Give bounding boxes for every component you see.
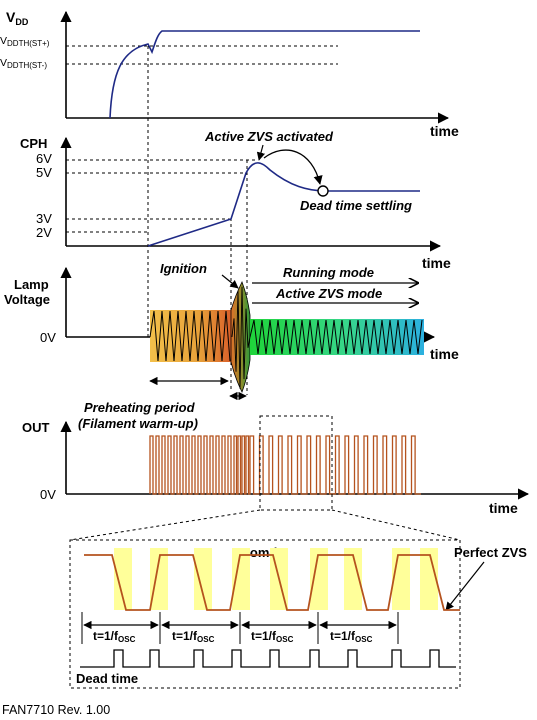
lamp-axis-label-line1: Lamp [14,277,49,292]
zoom-frame [69,539,461,689]
active-zvs-mode-label: Active ZVS mode [275,286,382,301]
period-label-sub: OSC [355,635,373,644]
period-label-3: t=1/fOSC [330,629,373,644]
footer-revision: FAN7710 Rev. 1.00 [2,703,110,717]
lamp-time-label: time [430,346,459,362]
period-label-main: t=1/f [251,629,277,643]
ignition-oscillation [231,286,251,389]
vdd-panel: VDD VDDTH(ST+) VDDTH(ST-) time [0,9,459,139]
period-label-2: t=1/fOSC [251,629,294,644]
running-mode-label: Running mode [283,265,374,280]
zvs-band-5 [310,548,328,610]
cph-curve [147,162,420,247]
out-axis-label: OUT [22,420,50,435]
period-label-sub: OSC [197,635,215,644]
zvs-band-3 [232,548,250,610]
lamp-axis-label-line2: Voltage [4,292,50,307]
cph-axis-label: CPH [20,136,47,151]
zvs-band-6 [344,548,362,610]
cph-tick-3v: 3V [36,211,52,226]
zoom-wave-path [84,554,460,611]
lamp-voltage-panel: Lamp Voltage 0V Ignition Running mode Ac… [4,261,459,431]
period-markers: t=1/fOSC t=1/fOSC t=1/fOSC t=1/fOSC [81,612,399,644]
zoom-output-waveform [84,554,460,611]
preheat-oscillation [149,310,231,362]
zoom-guide-left [69,509,261,541]
ignition-label: Ignition [160,261,207,276]
vdd-threshold-high-label: VDDTH(ST+) [0,35,50,48]
period-label-main: t=1/f [172,629,198,643]
zvs-band-2 [194,548,212,610]
dead-time-settling-label: Dead time settling [300,198,412,213]
dead-time-waveform [80,649,456,668]
zoom-guide-right [331,509,461,541]
settling-curved-arrow [263,149,323,185]
perfect-zvs-arrow [445,561,485,611]
vdd-threshold-low-label: VDDTH(ST-) [0,57,47,70]
preheating-label-line1: Preheating period [84,400,196,415]
active-zvs-arrow [256,144,266,161]
zvs-highlight-bands [114,548,438,610]
cph-panel: CPH 6V 5V 3V 2V Active ZVS activated Dea… [20,129,451,271]
cph-tick-5v: 5V [36,165,52,180]
out-time-label: time [489,500,518,516]
period-label-0: t=1/fOSC [93,629,136,644]
cph-time-label: time [422,255,451,271]
vdd-time-label: time [430,123,459,139]
zoom-panel: Zoom-in Perfect ZVS t=1/fOSC t=1/fOSC t=1/… [69,509,527,689]
period-label-sub: OSC [118,635,136,644]
perfect-zvs-label: Perfect ZVS [454,545,527,560]
dead-time-settling-marker [317,185,329,197]
running-oscillation [249,319,423,355]
zoom-selection-box [259,415,333,511]
zvs-band-7 [392,548,410,610]
ignition-arrow [221,274,239,289]
cph-tick-2v: 2V [36,225,52,240]
period-label-1: t=1/fOSC [172,629,215,644]
lamp-zero-label: 0V [40,330,56,345]
out-pulses-path [149,435,421,495]
out-panel: OUT 0V time [22,415,530,516]
preheating-label-line2: (Filament warm-up) [78,416,198,431]
dead-time-label: Dead time [76,671,138,686]
vdd-axis-label: VDD [6,9,29,27]
period-label-main: t=1/f [93,629,119,643]
zvs-band-0 [114,548,132,610]
vdd-supply-curve [109,30,420,119]
lamp-oscillation [149,286,423,389]
out-zero-label: 0V [40,487,56,502]
active-zvs-activated-label: Active ZVS activated [204,129,334,144]
cph-tick-6v: 6V [36,151,52,166]
zvs-band-8 [420,548,438,610]
dead-time-path [80,649,456,668]
zvs-band-1 [150,548,168,610]
out-pulse-train [149,435,421,495]
period-label-main: t=1/f [330,629,356,643]
period-label-sub: OSC [276,635,294,644]
